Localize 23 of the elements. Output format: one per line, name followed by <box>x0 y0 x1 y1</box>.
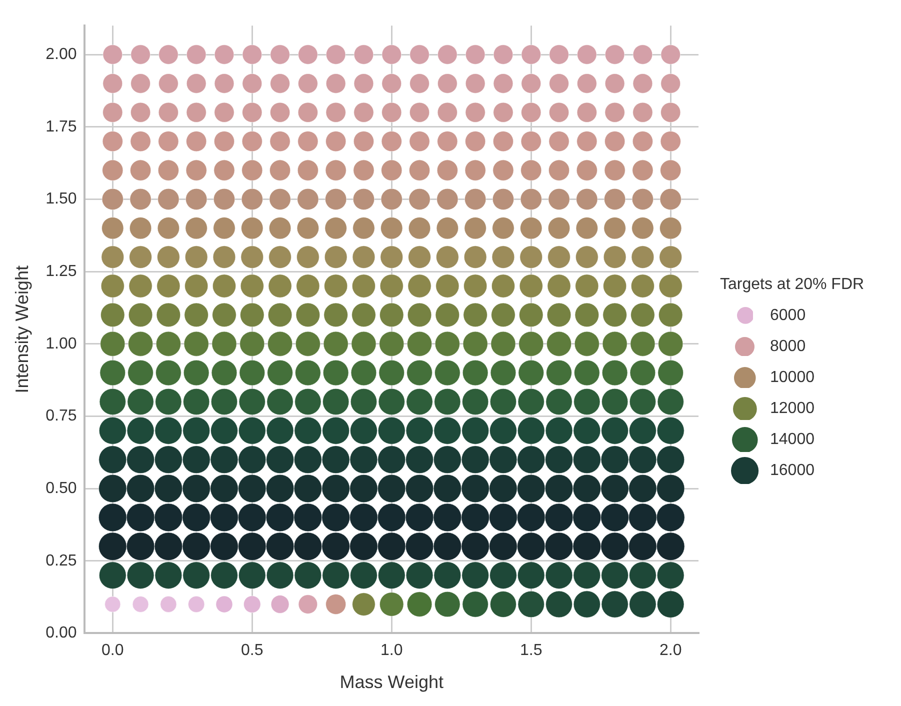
x-tick-label: 0.0 <box>102 642 124 660</box>
x-tick-label: 2.0 <box>659 642 682 660</box>
y-tick-label: 0.00 <box>46 624 77 642</box>
legend-label: 12000 <box>770 400 814 418</box>
y-axis-title: Intensity Weight <box>12 266 32 394</box>
x-axis-title: Mass Weight <box>340 672 444 692</box>
legend-label: 10000 <box>770 368 814 386</box>
y-tick-label: 1.75 <box>46 118 77 136</box>
y-tick-label: 1.00 <box>46 335 77 352</box>
x-tick-label: 1.5 <box>520 642 542 660</box>
y-tick-label: 0.50 <box>46 480 77 497</box>
y-tick-label: 2.00 <box>46 46 77 63</box>
legend-label: 16000 <box>770 462 814 480</box>
legend-label: 8000 <box>770 338 806 356</box>
y-tick-label: 0.75 <box>46 408 77 425</box>
x-tick-label: 1.0 <box>380 642 403 660</box>
y-tick-label: 1.25 <box>46 262 77 280</box>
y-tick-label: 0.25 <box>46 552 77 570</box>
legend-label: 6000 <box>770 306 806 324</box>
legend-label: 14000 <box>770 430 814 448</box>
y-tick-label: 1.50 <box>46 190 77 208</box>
x-tick-label: 0.5 <box>241 642 264 660</box>
legend-title: Targets at 20% FDR <box>720 276 864 294</box>
